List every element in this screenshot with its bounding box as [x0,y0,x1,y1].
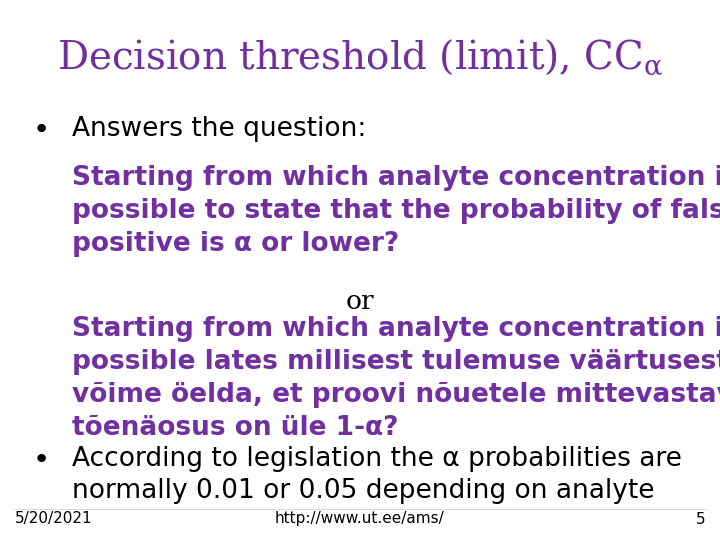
Text: Decision threshold (limit), CC$_\mathregular{\alpha}$: Decision threshold (limit), CC$_\mathreg… [57,38,663,78]
Text: 5: 5 [696,511,706,526]
Text: •: • [32,446,50,474]
Text: or: or [346,289,374,314]
Text: According to legislation the α probabilities are
normally 0.01 or 0.05 depending: According to legislation the α probabili… [72,446,682,504]
Text: Answers the question:: Answers the question: [72,116,366,142]
Text: Starting from which analyte concentration it is
possible lates millisest tulemus: Starting from which analyte concentratio… [72,316,720,441]
Text: 5/20/2021: 5/20/2021 [14,511,92,526]
Text: http://www.ut.ee/ams/: http://www.ut.ee/ams/ [275,511,445,526]
Text: Starting from which analyte concentration it is
possible to state that the proba: Starting from which analyte concentratio… [72,165,720,256]
Text: •: • [32,116,50,144]
